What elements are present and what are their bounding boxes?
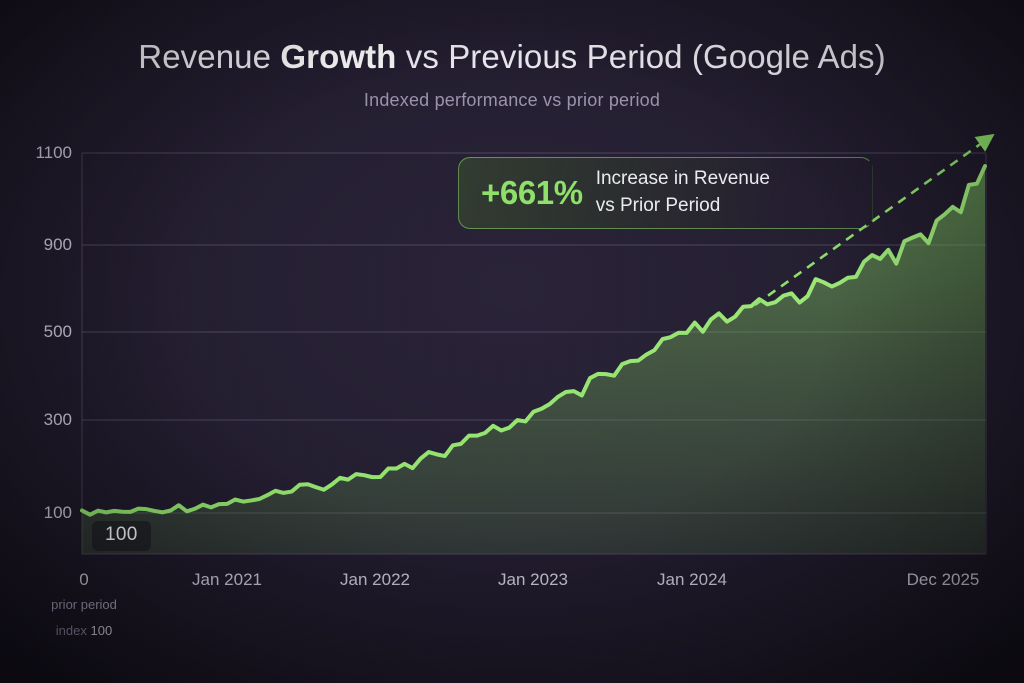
growth-callout-text: Increase in Revenue vs Prior Period [595, 168, 770, 216]
x-tick-label: Jan 2024 [657, 570, 727, 589]
x-tick-label: Jan 2023 [498, 570, 568, 589]
x-tick-label: Jan 2022 [340, 570, 410, 589]
growth-percent-value: +661% [481, 174, 583, 211]
x-tick-label: 0 [79, 570, 89, 589]
x-tick-label: Jan 2021 [192, 570, 262, 589]
prior-period-note: prior period [51, 597, 117, 612]
index-value: 100 [90, 623, 113, 638]
index-base-note: index 100 [56, 623, 112, 638]
x-tick-label: Dec 2025 [906, 570, 980, 589]
index-word: index [55, 623, 91, 638]
baseline-value-badge: 100 [92, 521, 151, 551]
growth-callout: +661% Increase in Revenue vs Prior Perio… [458, 157, 873, 229]
